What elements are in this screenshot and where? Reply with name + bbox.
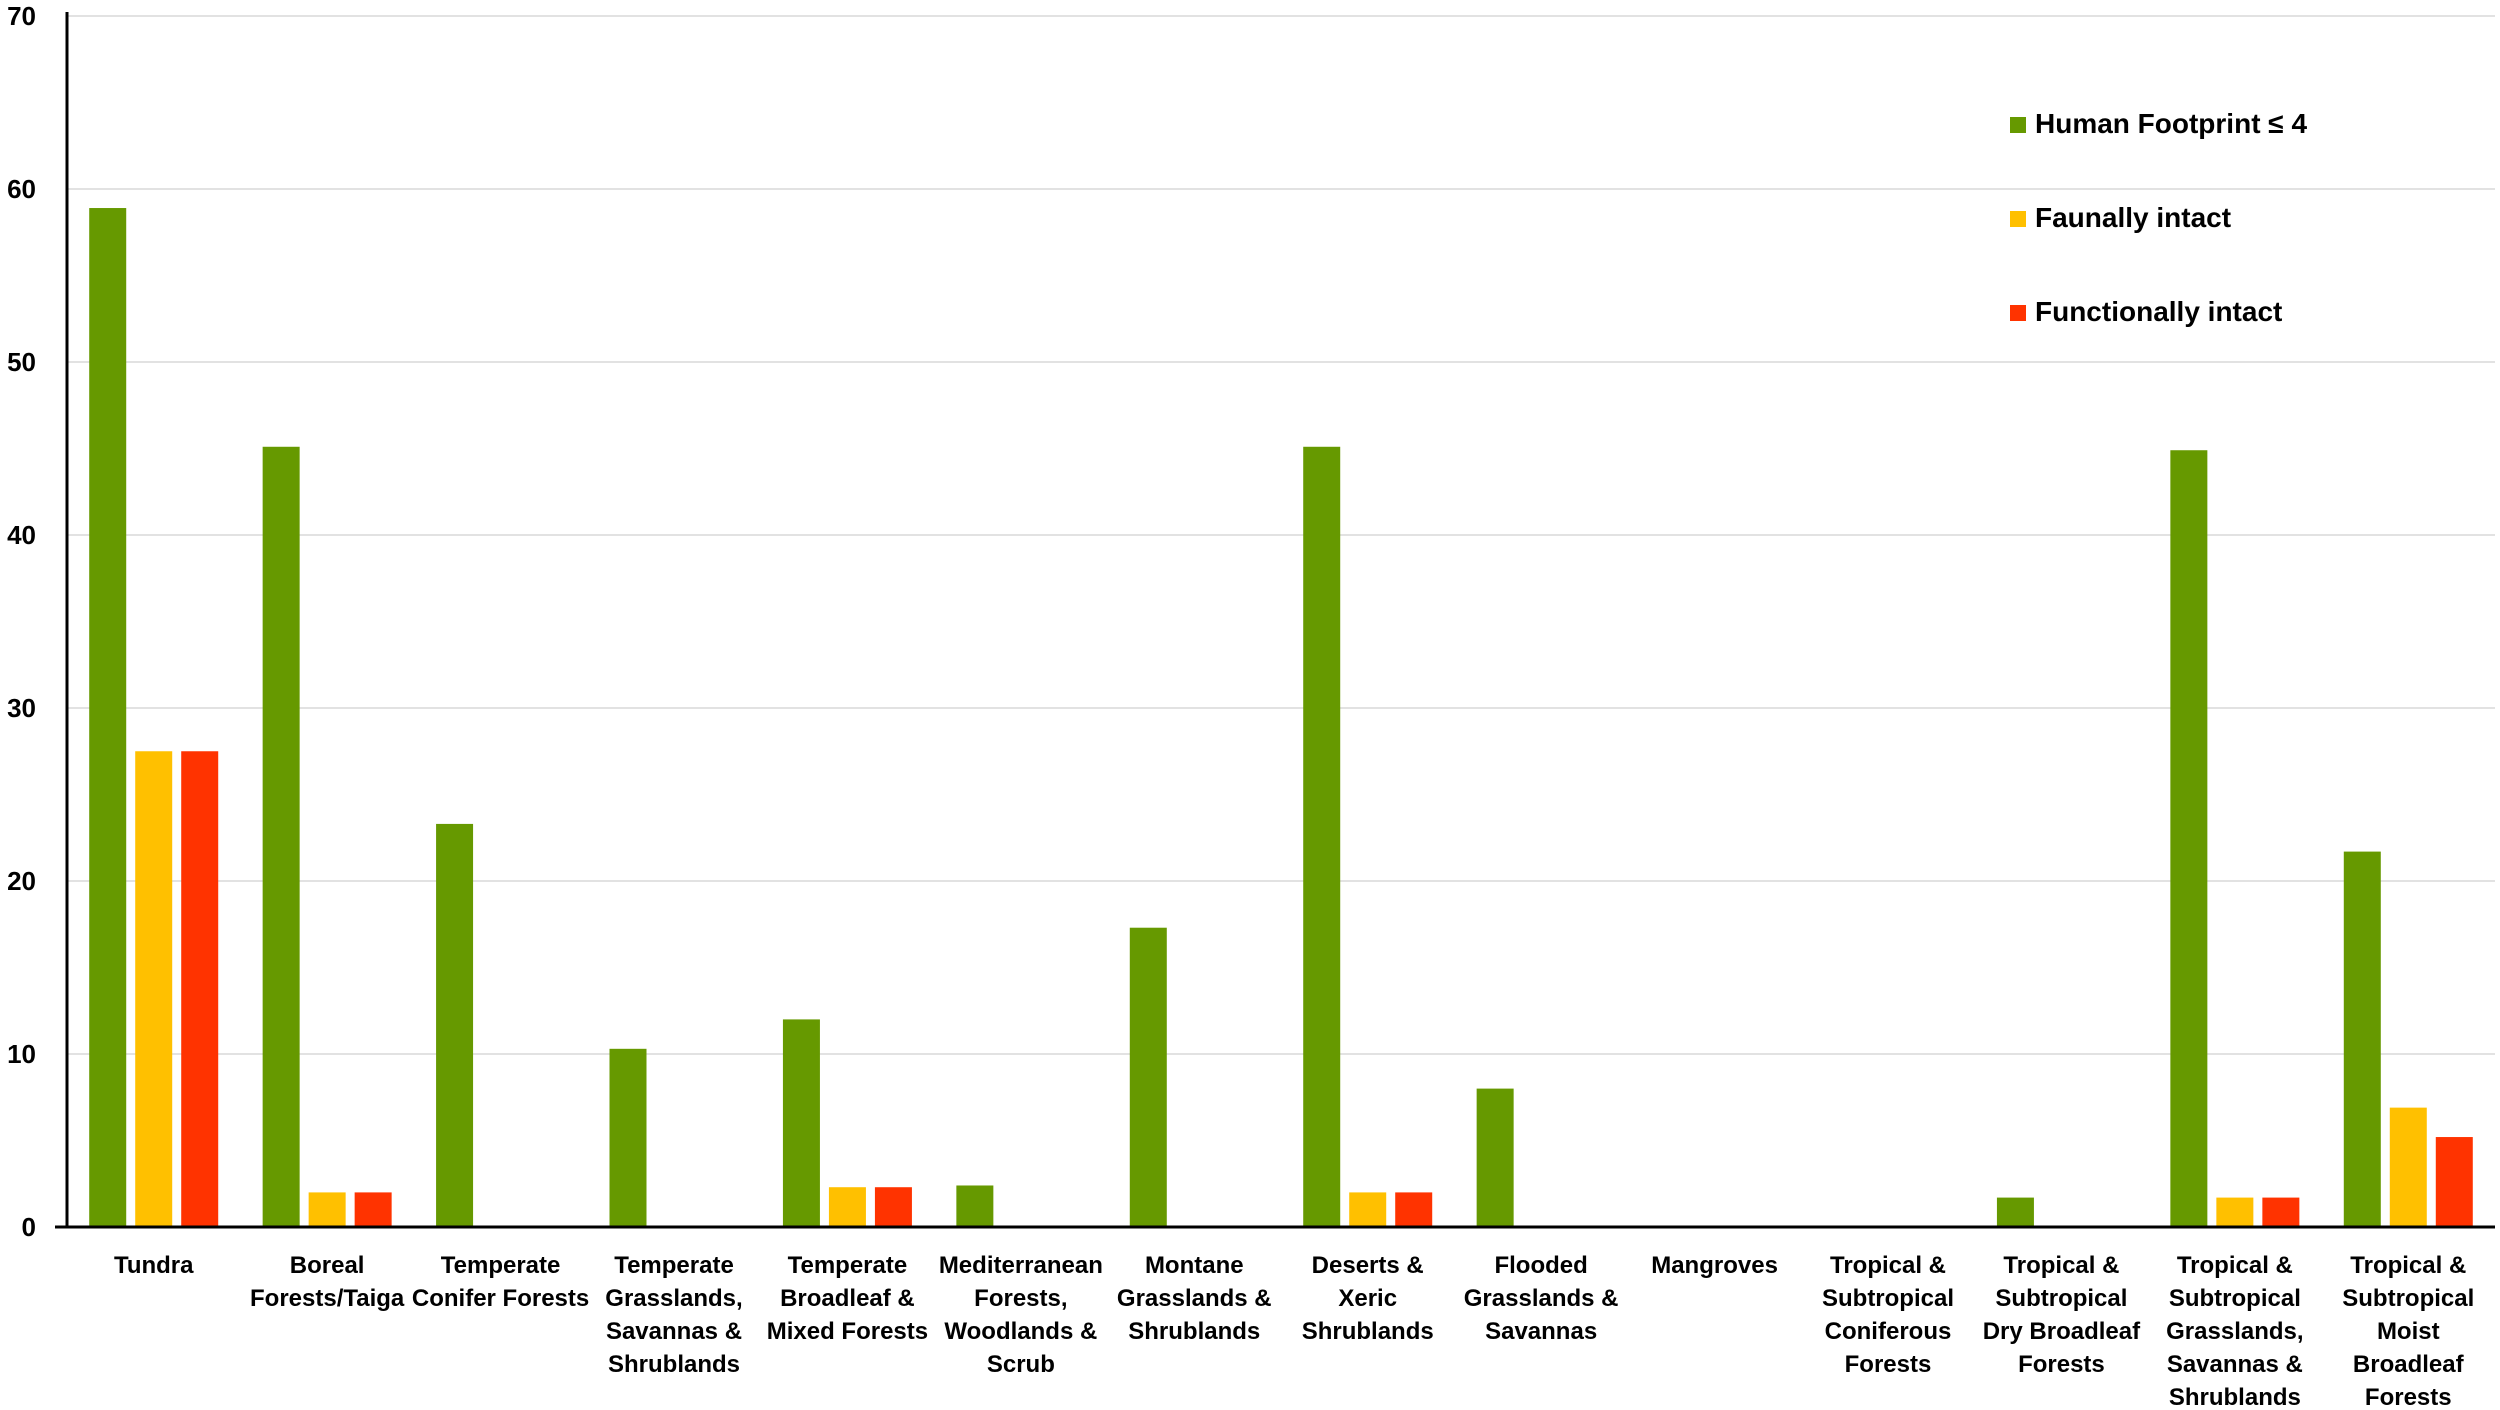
gridlines bbox=[67, 15, 2495, 1055]
x-category-label: Flooded bbox=[1494, 1252, 1587, 1279]
x-category-label: Broadleaf & bbox=[780, 1285, 915, 1312]
bar-0-4 bbox=[782, 1019, 820, 1227]
x-category-label: Tropical & bbox=[2350, 1252, 2466, 1279]
bar-2-13 bbox=[2435, 1137, 2473, 1227]
legend: Human Footprint ≤ 4 Faunally intact Functi… bbox=[2010, 108, 2307, 327]
x-category-label: Mediterranean bbox=[939, 1252, 1103, 1279]
bar-1-12 bbox=[2216, 1197, 2254, 1227]
y-tick-label: 50 bbox=[7, 347, 36, 377]
legend-swatch bbox=[2010, 305, 2026, 321]
legend-label: Human Footprint ≤ 4 bbox=[2035, 108, 2307, 139]
bar-1-0 bbox=[135, 751, 173, 1227]
bar-0-5 bbox=[956, 1185, 994, 1227]
x-category-labels: Tundra Boreal Forests/Taiga Temperate Conife… bbox=[114, 1252, 2474, 1410]
bar-2-7 bbox=[1395, 1192, 1433, 1227]
bar-0-12 bbox=[2170, 450, 2208, 1228]
x-category-label: Xeric bbox=[1338, 1285, 1397, 1312]
x-category-label: Mangroves bbox=[1651, 1252, 1778, 1279]
x-category-label: Conifer Forests bbox=[412, 1285, 589, 1312]
bar-1-7 bbox=[1349, 1192, 1387, 1227]
x-category-label: Temperate bbox=[614, 1252, 734, 1279]
y-tick-label: 0 bbox=[22, 1212, 36, 1242]
bar-0-8 bbox=[1476, 1088, 1514, 1227]
bar-0-7 bbox=[1303, 446, 1341, 1227]
x-category-label: Moist bbox=[2377, 1318, 2440, 1345]
x-category-label: Savannas & bbox=[606, 1318, 742, 1345]
x-category-label: Subtropical bbox=[2342, 1285, 2474, 1312]
x-category-label: Savannas & bbox=[2167, 1351, 2303, 1378]
bars bbox=[89, 208, 2473, 1228]
y-tick-label: 10 bbox=[7, 1039, 36, 1069]
bar-1-4 bbox=[828, 1187, 866, 1227]
bar-2-4 bbox=[874, 1187, 912, 1227]
y-tick-label: 70 bbox=[7, 1, 36, 31]
bar-2-1 bbox=[354, 1192, 392, 1227]
bar-1-13 bbox=[2389, 1107, 2427, 1227]
bar-0-13 bbox=[2343, 851, 2381, 1227]
x-category-label: Subtropical bbox=[1822, 1285, 1954, 1312]
x-category-label: Forests/Taiga bbox=[250, 1285, 405, 1312]
x-category-label: Broadleaf bbox=[2353, 1351, 2465, 1378]
x-category-label: Shrublands bbox=[1302, 1318, 1434, 1345]
bar-0-0 bbox=[89, 208, 127, 1227]
bar-0-1 bbox=[262, 446, 300, 1227]
x-category-label: Savannas bbox=[1485, 1318, 1597, 1345]
bar-1-1 bbox=[308, 1192, 346, 1227]
x-category-label: Grasslands & bbox=[1464, 1285, 1619, 1312]
x-category-label: Forests bbox=[1845, 1351, 1932, 1378]
y-tick-labels: 0 10 20 30 40 50 60 70 bbox=[7, 1, 36, 1242]
x-category-label: Tropical & bbox=[2003, 1252, 2119, 1279]
x-category-label: Boreal bbox=[290, 1252, 365, 1279]
x-category-label: Grasslands, bbox=[605, 1285, 742, 1312]
x-category-label: Woodlands & bbox=[944, 1318, 1097, 1345]
x-category-label: Subtropical bbox=[2169, 1285, 2301, 1312]
x-category-label: Subtropical bbox=[1995, 1285, 2127, 1312]
x-category-label: Coniferous bbox=[1825, 1318, 1952, 1345]
y-tick-label: 20 bbox=[7, 866, 36, 896]
y-tick-label: 60 bbox=[7, 174, 36, 204]
x-category-label: Forests bbox=[2365, 1384, 2452, 1410]
x-category-label: Temperate bbox=[788, 1252, 908, 1279]
x-category-label: Tundra bbox=[114, 1252, 194, 1279]
legend-label: Faunally intact bbox=[2035, 202, 2231, 233]
y-tick-label: 30 bbox=[7, 693, 36, 723]
x-category-label: Scrub bbox=[987, 1351, 1055, 1378]
bar-0-11 bbox=[1996, 1197, 2034, 1227]
x-category-label: Tropical & bbox=[2177, 1252, 2293, 1279]
x-category-label: Grasslands & bbox=[1117, 1285, 1272, 1312]
x-category-label: Mixed Forests bbox=[767, 1318, 928, 1345]
x-category-label: Dry Broadleaf bbox=[1983, 1318, 2141, 1345]
legend-label: Functionally intact bbox=[2035, 296, 2282, 327]
x-category-label: Forests, bbox=[974, 1285, 1067, 1312]
bar-0-2 bbox=[436, 823, 474, 1227]
bar-0-3 bbox=[609, 1048, 647, 1227]
bar-2-12 bbox=[2262, 1197, 2300, 1227]
axes bbox=[55, 12, 2495, 1229]
bar-0-6 bbox=[1129, 927, 1167, 1227]
legend-swatch bbox=[2010, 117, 2026, 133]
x-category-label: Shrublands bbox=[608, 1351, 740, 1378]
x-category-label: Deserts & bbox=[1312, 1252, 1424, 1279]
x-category-label: Montane bbox=[1145, 1252, 1244, 1279]
x-category-label: Shrublands bbox=[1128, 1318, 1260, 1345]
x-category-label: Forests bbox=[2018, 1351, 2105, 1378]
x-category-label: Shrublands bbox=[2169, 1384, 2301, 1410]
y-tick-label: 40 bbox=[7, 520, 36, 550]
x-category-label: Tropical & bbox=[1830, 1252, 1946, 1279]
bar-2-0 bbox=[181, 751, 219, 1227]
legend-swatch bbox=[2010, 211, 2026, 227]
x-category-label: Temperate bbox=[441, 1252, 561, 1279]
x-category-label: Grasslands, bbox=[2166, 1318, 2303, 1345]
